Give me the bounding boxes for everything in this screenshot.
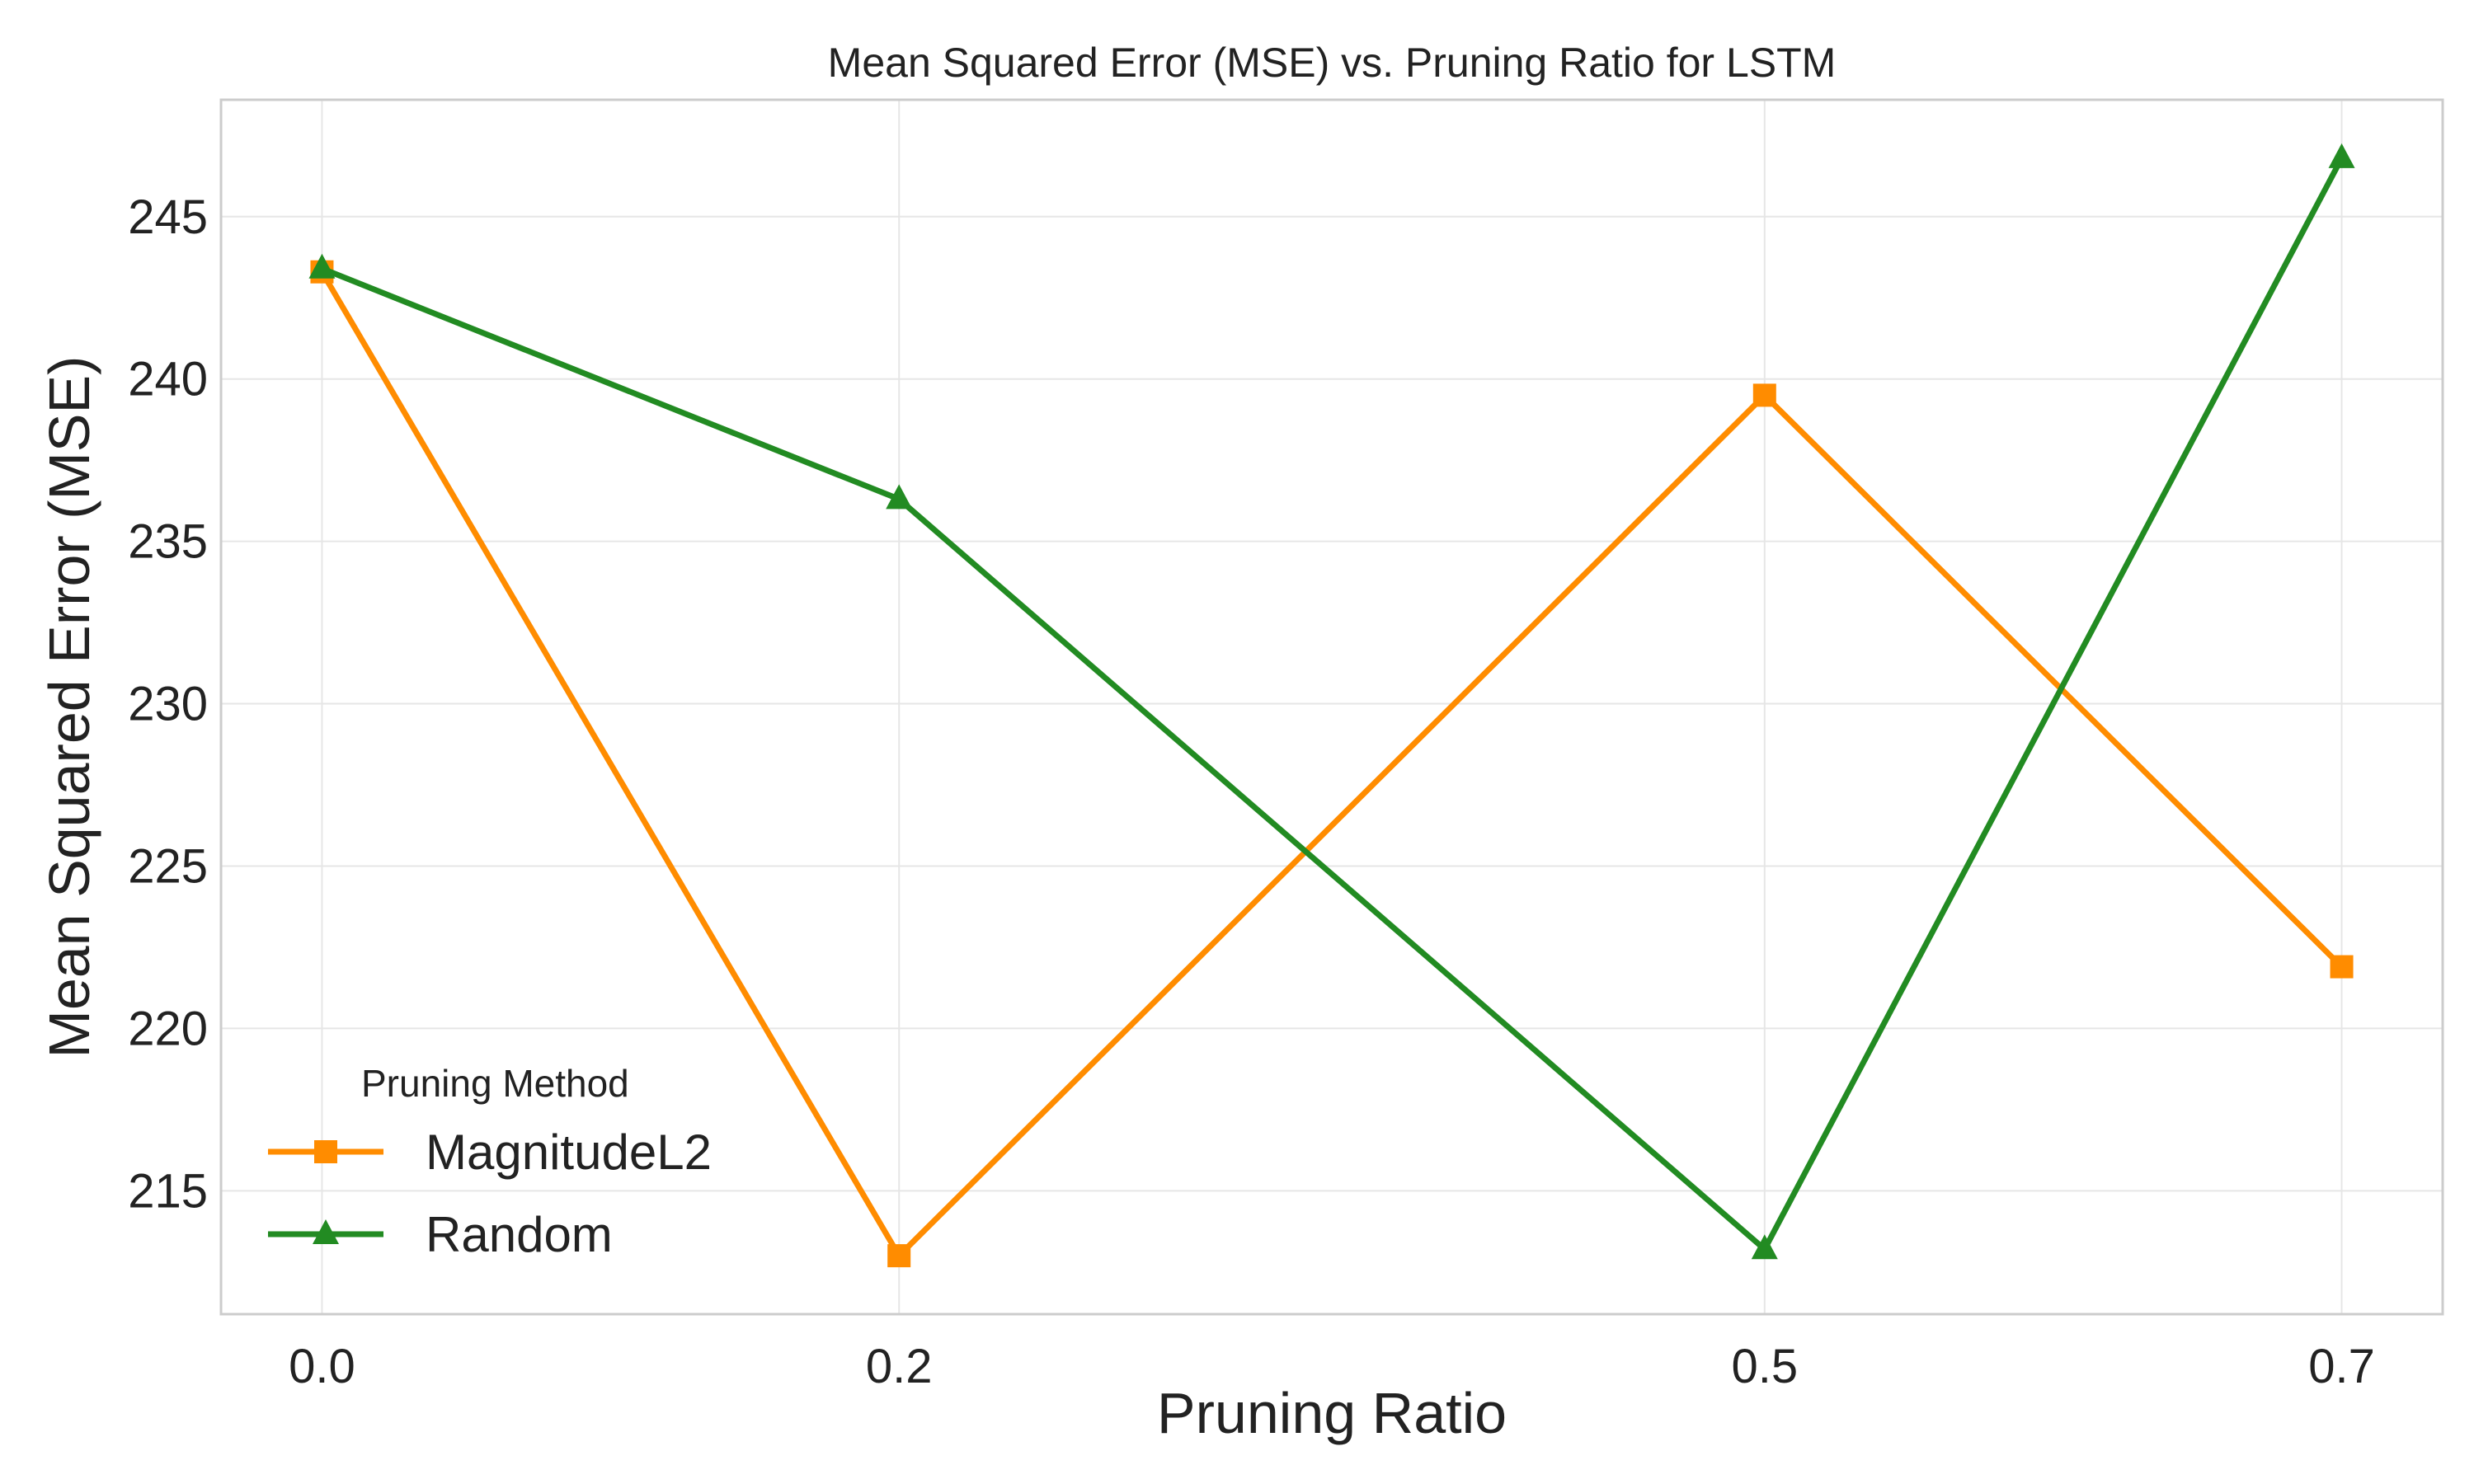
y-tick-label: 235 <box>128 515 208 569</box>
x-axis-label: Pruning Ratio <box>1157 1381 1507 1445</box>
data-point-random <box>886 484 913 510</box>
data-point-magnitudel2 <box>1752 383 1776 407</box>
legend-label-magnitudel2: MagnitudeL2 <box>426 1125 712 1180</box>
series-random <box>308 143 2355 1260</box>
series-line-random <box>321 157 2345 1252</box>
data-point-random <box>2328 143 2355 168</box>
y-tick-label: 215 <box>128 1164 208 1218</box>
x-tick-label: 0.2 <box>866 1340 933 1393</box>
x-tick-label: 0.0 <box>289 1340 355 1393</box>
plot-frame <box>219 98 2444 1316</box>
y-tick-label: 230 <box>128 678 208 731</box>
legend-title: Pruning Method <box>361 1062 629 1105</box>
legend-entries: MagnitudeL2 Random <box>268 1125 712 1262</box>
chart-title: Mean Squared Error (MSE) vs. Pruning Rat… <box>828 40 1837 86</box>
x-tick-labels: 0.0 0.2 0.5 0.7 <box>289 1340 2375 1393</box>
legend-marker-magnitudel2 <box>314 1140 337 1163</box>
x-tick-label: 0.5 <box>1731 1340 1798 1393</box>
y-axis-label: Mean Squared Error (MSE) <box>37 356 101 1059</box>
legend-label-random: Random <box>426 1207 613 1262</box>
y-tick-label: 225 <box>128 839 208 893</box>
x-tick-label: 0.7 <box>2308 1340 2375 1393</box>
legend-entry-magnitudel2: MagnitudeL2 <box>268 1125 712 1180</box>
legend: Pruning Method MagnitudeL2 Random <box>268 1062 712 1262</box>
y-tick-label: 240 <box>128 353 208 406</box>
data-point-random <box>1751 1234 1778 1260</box>
y-tick-label: 220 <box>128 1002 208 1055</box>
data-point-random <box>308 253 336 279</box>
legend-entry-random: Random <box>268 1207 613 1262</box>
series-layer <box>308 143 2355 1268</box>
series-line-magnitudel2 <box>319 270 2345 1259</box>
y-tick-labels: 215 220 225 230 235 240 245 <box>128 190 208 1219</box>
legend-marker-random <box>313 1219 339 1244</box>
y-tick-label: 245 <box>128 190 208 244</box>
grid-lines <box>221 100 2443 1314</box>
data-point-magnitudel2 <box>887 1244 911 1268</box>
data-point-magnitudel2 <box>2330 955 2354 979</box>
